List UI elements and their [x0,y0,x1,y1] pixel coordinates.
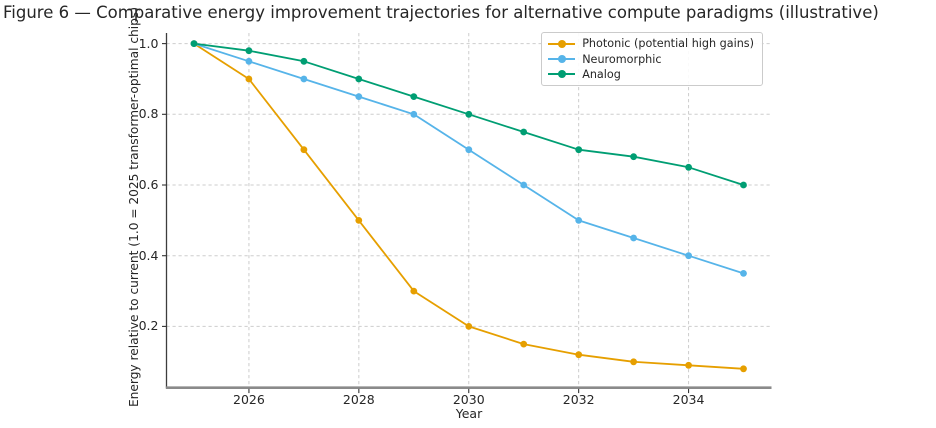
figure-title: Figure 6 — Comparative energy improvemen… [3,3,879,22]
legend-item-analog: Analog [548,67,754,82]
data-point-marker [410,93,418,100]
y-tick-label: 0.6 [138,177,159,192]
data-point-marker [520,181,528,189]
data-point-marker [355,217,363,224]
legend-marker-dot-icon [557,39,566,48]
data-point-marker [410,287,418,295]
data-point-marker [465,146,473,154]
data-point-marker [520,128,528,136]
data-point-marker [685,252,692,260]
x-tick-label: 2034 [672,391,705,407]
series-line [193,42,744,370]
legend-line-marker-swatch [548,55,576,64]
data-point-marker [740,181,747,189]
legend-line-marker-swatch [548,39,576,48]
legend-item-photonic: Photonic (potential high gains) [548,36,754,51]
y-tick-label: 1.0 [138,35,159,51]
data-point-marker [685,163,692,171]
data-point-marker [355,93,363,100]
data-point-marker [740,365,747,373]
x-tick-label: 2032 [562,391,595,407]
legend-line-marker-swatch [548,70,576,79]
legend: Photonic (potential high gains) Neuromor… [541,32,763,87]
legend-item-neuromorphic: Neuromorphic [548,51,754,66]
x-tick-label: 2026 [233,391,265,407]
data-point-marker [740,270,747,277]
data-point-marker [630,153,637,161]
data-point-marker [300,75,308,83]
data-point-marker [300,57,308,65]
legend-marker-dot-icon [557,70,566,79]
data-point-marker [685,361,692,369]
data-point-marker [300,146,308,154]
data-point-marker [245,47,253,55]
legend-label: Neuromorphic [582,52,662,66]
data-point-marker [575,217,583,224]
data-point-marker [630,234,637,242]
data-point-marker [245,75,253,83]
legend-marker-dot-icon [557,55,566,64]
data-point-marker [355,75,363,83]
data-point-marker [630,358,637,366]
y-tick-label: 0.4 [138,247,159,263]
legend-label: Analog [582,67,621,81]
data-point-marker [410,110,418,118]
x-tick-label: 2028 [342,391,375,407]
legend-label: Photonic (potential high gains) [582,37,754,51]
x-axis-label: Year [455,406,483,421]
data-point-marker [520,340,528,348]
data-point-marker [245,57,253,65]
y-tick-label: 0.8 [138,106,159,122]
x-tick-label: 2030 [452,391,485,407]
data-point-marker [575,351,583,359]
data-point-marker [575,146,583,154]
y-tick-label: 0.2 [138,318,159,334]
data-point-marker [465,323,473,330]
data-point-marker [190,40,198,47]
data-point-marker [465,110,473,118]
